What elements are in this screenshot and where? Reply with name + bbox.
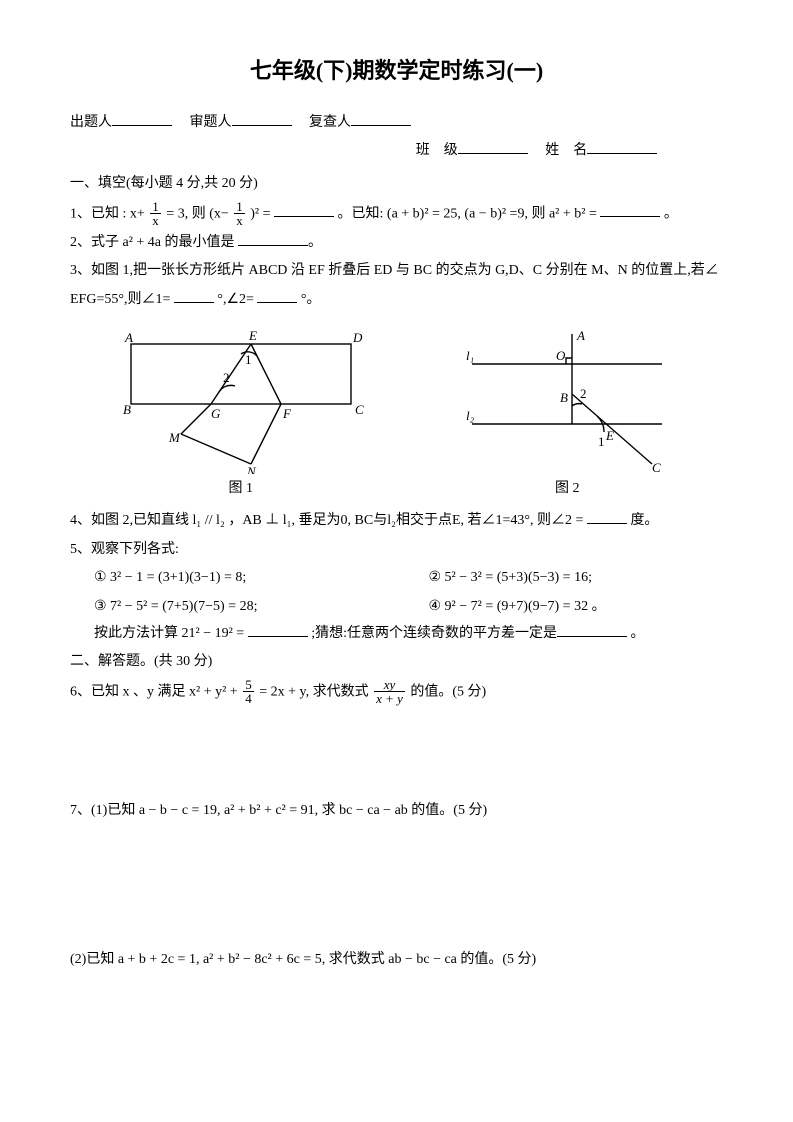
q5-grid: ① 3² − 1 = (3+1)(3−1) = 8; ② 5² − 3² = (…: [70, 565, 723, 620]
figure-row: A D B C E F G M N 1 2: [70, 324, 723, 474]
frac-den: x + y: [374, 692, 405, 706]
fig2-angle2: 2: [580, 386, 587, 401]
q5-eq1: ① 3² − 1 = (3+1)(3−1) = 8;: [94, 565, 389, 592]
frac-num: 1: [234, 200, 245, 215]
figure-2: l₁ l₂ A O B E C 1 2: [452, 324, 682, 474]
frac-den: x: [234, 214, 245, 228]
q1-text-c: )² =: [250, 206, 274, 221]
q7-2: (2)已知 a + b + 2c = 1, a² + b² − 8c² + 6c…: [70, 947, 723, 974]
reviewer-blank[interactable]: [232, 111, 292, 126]
q3-text-b: EFG=55°,则∠1=: [70, 292, 174, 307]
q2-end: 。: [308, 235, 322, 250]
fig1-label-E: E: [248, 328, 257, 343]
fig1-label-B: B: [123, 402, 131, 417]
fig2-label-C: C: [652, 460, 661, 474]
fig1-caption: 图 1: [111, 476, 371, 503]
frac-num: xy: [374, 678, 405, 693]
q5-tail-b: ;猜想:任意两个连续奇数的平方差一定是: [311, 626, 557, 641]
q1-frac1: 1x: [150, 200, 161, 228]
author-line: 出题人 审题人 复查人: [70, 110, 723, 137]
q1-blank1[interactable]: [274, 202, 334, 217]
fig1-label-G: G: [211, 406, 221, 421]
q1: 1、已知 : x+ 1x = 3, 则 (x− 1x )² = 。已知: (a …: [70, 200, 723, 228]
q1-text-a: 1、已知 : x+: [70, 206, 145, 221]
fig2-label-E: E: [605, 428, 614, 443]
q7-1: 7、(1)已知 a − b − c = 19, a² + b² + c² = 9…: [70, 798, 723, 825]
fig1-label-N: N: [246, 464, 257, 474]
fig1-label-A: A: [124, 330, 133, 345]
fig2-l1: l₁: [466, 348, 474, 363]
fig2-caption: 图 2: [452, 476, 682, 503]
section1-heading: 一、填空(每小题 4 分,共 20 分): [70, 171, 723, 198]
q6-text-b: = 2x + y, 求代数式: [259, 684, 372, 699]
class-label: 班 级: [416, 143, 458, 158]
q6: 6、已知 x 、y 满足 x² + y² + 54 = 2x + y, 求代数式…: [70, 678, 723, 706]
fig2-l2: l₂: [466, 408, 475, 423]
q6-frac1: 54: [243, 678, 254, 706]
q5-eq4: ④ 9² − 7² = (9+7)(9−7) = 32 。: [429, 594, 724, 621]
q6-text-c: 的值。(5 分): [410, 684, 486, 699]
frac-num: 5: [243, 678, 254, 693]
setter-label: 出题人: [70, 115, 112, 130]
q3-line1: 3、如图 1,把一张长方形纸片 ABCD 沿 EF 折叠后 ED 与 BC 的交…: [70, 258, 723, 285]
section2-heading: 二、解答题。(共 30 分): [70, 649, 723, 676]
fig1-label-M: M: [168, 430, 181, 445]
q5-head: 5、观察下列各式:: [70, 537, 723, 564]
figure-captions: 图 1 图 2: [70, 476, 723, 503]
fig2-label-A: A: [576, 328, 585, 343]
q3-text-c: °,∠2=: [217, 292, 257, 307]
fig2-label-O: O: [556, 348, 566, 363]
q1-text-b: = 3, 则 (x−: [166, 206, 228, 221]
checker-blank[interactable]: [351, 111, 411, 126]
q5-tail: 按此方法计算 21² − 19² = ;猜想:任意两个连续奇数的平方差一定是 。: [70, 621, 723, 648]
q1-text-d: 。已知: (a + b)² = 25, (a − b)² =9, 则 a² + …: [338, 206, 601, 221]
frac-num: 1: [150, 200, 161, 215]
workspace-q6: [70, 708, 723, 798]
q3-blank1[interactable]: [174, 288, 214, 303]
q5-eq2: ② 5² − 3² = (5+3)(5−3) = 16;: [429, 565, 724, 592]
fig1-angle1: 1: [245, 352, 252, 367]
fig1-label-C: C: [355, 402, 364, 417]
fig2-angle1: 1: [598, 434, 605, 449]
name-blank[interactable]: [587, 139, 657, 154]
q4: 4、如图 2,已知直线 l₁ // l₂ ，AB ⊥ l₁, 垂足为0, BC与…: [70, 508, 723, 535]
page-title: 七年级(下)期数学定时练习(一): [70, 50, 723, 92]
q5-tail-c: 。: [630, 626, 644, 641]
class-blank[interactable]: [458, 139, 528, 154]
q1-text-e: 。: [664, 206, 678, 221]
q5-blank1[interactable]: [248, 622, 308, 637]
q2: 2、式子 a² + 4a 的最小值是 。: [70, 230, 723, 257]
class-name-line: 班 级 姓 名: [350, 138, 723, 165]
q6-text-a: 6、已知 x 、y 满足 x² + y² +: [70, 684, 241, 699]
fig1-label-D: D: [352, 330, 363, 345]
q5-eq3: ③ 7² − 5² = (7+5)(7−5) = 28;: [94, 594, 389, 621]
q3-line2: EFG=55°,则∠1= °,∠2= °。: [70, 287, 723, 314]
q4-text-a: 4、如图 2,已知直线 l₁ // l₂ ，AB ⊥ l₁, 垂足为0, BC与…: [70, 513, 587, 528]
q3-text-d: °。: [301, 292, 321, 307]
q6-frac2: xyx + y: [374, 678, 405, 706]
q2-text: 2、式子 a² + 4a 的最小值是: [70, 235, 238, 250]
figure-1: A D B C E F G M N 1 2: [111, 324, 371, 474]
frac-den: x: [150, 214, 161, 228]
q1-blank2[interactable]: [600, 202, 660, 217]
fig2-label-B: B: [560, 390, 568, 405]
q3-blank2[interactable]: [257, 288, 297, 303]
q4-text-b: 度。: [630, 513, 658, 528]
setter-blank[interactable]: [112, 111, 172, 126]
checker-label: 复查人: [309, 115, 351, 130]
fig1-label-F: F: [282, 406, 292, 421]
name-label: 姓 名: [545, 143, 587, 158]
q1-frac2: 1x: [234, 200, 245, 228]
fig1-angle2: 2: [223, 370, 230, 385]
q5-tail-a: 按此方法计算 21² − 19² =: [94, 626, 248, 641]
workspace-q7-1: [70, 827, 723, 947]
frac-den: 4: [243, 692, 254, 706]
reviewer-label: 审题人: [190, 115, 232, 130]
q4-blank[interactable]: [587, 509, 627, 524]
q2-blank[interactable]: [238, 231, 308, 246]
q5-blank2[interactable]: [557, 622, 627, 637]
